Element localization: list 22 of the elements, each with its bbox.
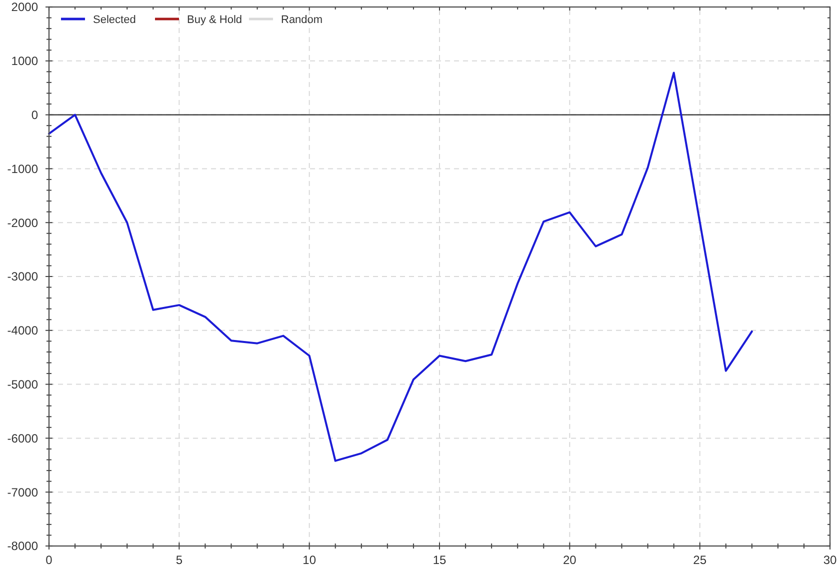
x-tick-label: 5 [176, 553, 183, 567]
y-tick-label: -8000 [7, 539, 38, 554]
y-tick-label: -5000 [7, 378, 38, 392]
x-tick-label: 20 [562, 553, 577, 567]
y-tick-label: -2000 [7, 216, 38, 230]
x-tick-label: 15 [432, 553, 446, 567]
y-tick-label: 0 [31, 108, 38, 122]
legend-label: Selected [93, 14, 136, 26]
y-tick-label: -6000 [7, 431, 38, 446]
y-tick-label: -1000 [7, 162, 38, 176]
x-tick-label: 25 [693, 553, 707, 567]
legend-label: Random [281, 14, 323, 26]
x-tick-label: 30 [823, 553, 837, 567]
y-tick-label: -7000 [7, 485, 38, 500]
line-series [48, 72, 753, 462]
y-tick-label: -4000 [7, 324, 38, 338]
y-tick-label: 1000 [11, 54, 38, 68]
x-tick-label: 10 [302, 553, 316, 567]
y-tick-label: 2000 [11, 0, 38, 14]
legend-label: Buy & Hold [187, 14, 242, 26]
y-tick-label: -3000 [7, 270, 38, 284]
x-tick-label: 0 [46, 553, 53, 567]
